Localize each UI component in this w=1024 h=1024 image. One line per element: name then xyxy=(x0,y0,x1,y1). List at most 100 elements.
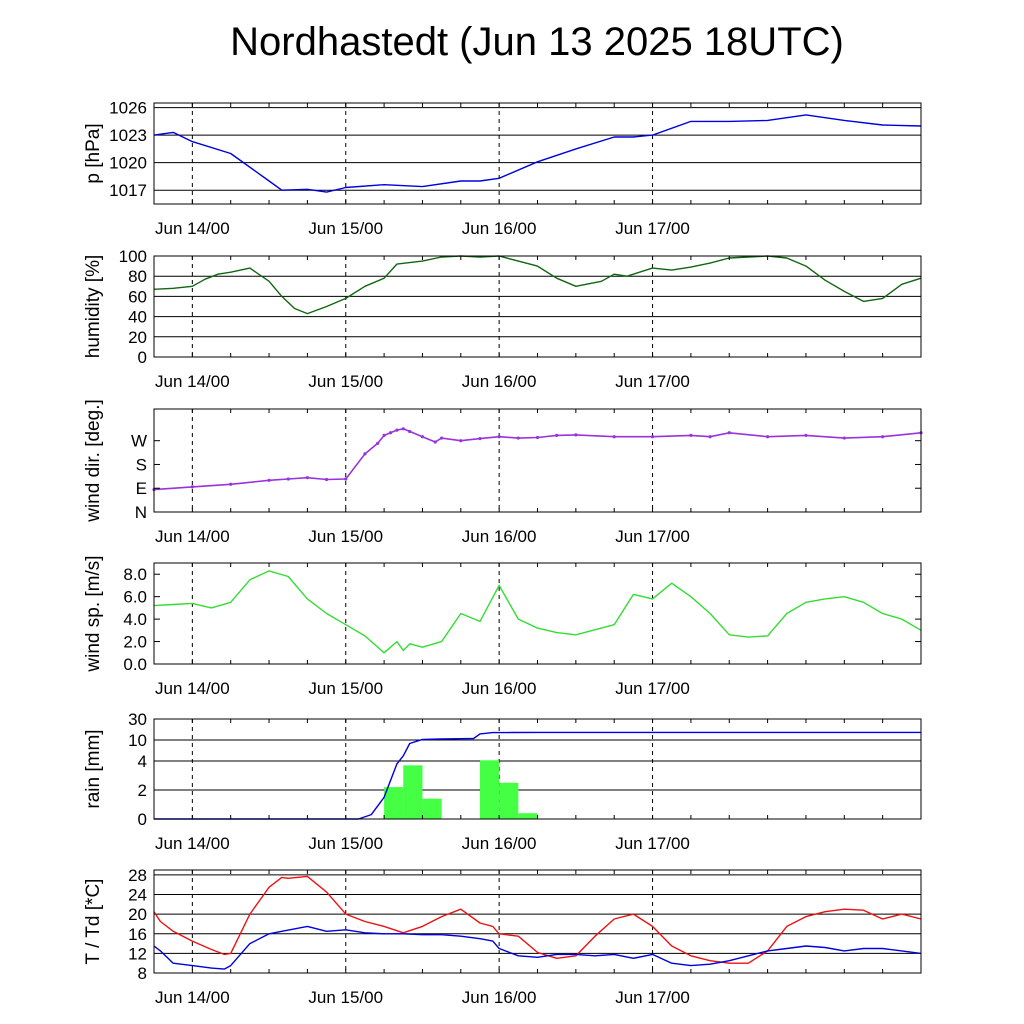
panel-background-rain xyxy=(154,719,921,819)
rain-bar xyxy=(499,782,519,819)
xtick-label-wind_direction: Jun 15/00 xyxy=(308,527,383,546)
panel-background-wind_speed xyxy=(154,563,921,664)
data-point-wind_direction xyxy=(408,429,412,434)
ytick-label-wind_direction: W xyxy=(131,432,147,451)
ytick-label-rain: 0 xyxy=(138,810,147,829)
xtick-label-temperature: Jun 14/00 xyxy=(155,988,230,1007)
data-point-wind_direction xyxy=(574,433,578,437)
ytick-label-temperature: 12 xyxy=(128,944,147,963)
ytick-label-rain: 10 xyxy=(128,731,147,750)
ylabel-temperature: T / Td [*C] xyxy=(83,879,104,965)
xtick-label-temperature: Jun 16/00 xyxy=(462,988,537,1007)
ylabel-wind_direction: wind dir. [deg.] xyxy=(83,399,104,523)
data-point-wind_direction xyxy=(766,435,770,439)
ytick-label-wind_speed: 8.0 xyxy=(123,565,147,584)
xtick-label-wind_direction: Jun 16/00 xyxy=(462,527,537,546)
data-point-wind_direction xyxy=(395,428,399,432)
panel-frame-humidity xyxy=(153,255,922,358)
data-point-wind_direction xyxy=(286,477,290,481)
xtick-label-humidity: Jun 14/00 xyxy=(155,372,230,391)
xtick-label-humidity: Jun 16/00 xyxy=(462,372,537,391)
ytick-label-rain: 4 xyxy=(138,752,147,771)
ytick-label-humidity: 60 xyxy=(128,287,147,306)
ytick-label-wind_speed: 6.0 xyxy=(123,588,147,607)
xtick-label-rain: Jun 17/00 xyxy=(615,834,690,853)
ytick-label-pressure: 1023 xyxy=(109,126,147,145)
data-point-wind_direction xyxy=(650,435,655,439)
panel-frame-temperature xyxy=(153,869,922,974)
data-point-wind_direction xyxy=(689,433,693,438)
data-marks xyxy=(152,114,923,970)
xtick-label-pressure: Jun 16/00 xyxy=(462,219,537,238)
data-point-wind_direction xyxy=(388,431,393,435)
ytick-label-temperature: 16 xyxy=(128,925,147,944)
xtick-label-wind_speed: Jun 16/00 xyxy=(462,679,537,698)
rain-bar xyxy=(422,798,442,819)
ytick-label-humidity: 80 xyxy=(128,267,147,286)
data-point-wind_direction xyxy=(842,436,846,440)
data-point-wind_direction xyxy=(881,435,885,439)
data-point-wind_direction xyxy=(344,477,348,481)
data-point-wind_direction xyxy=(363,452,367,456)
xtick-label-humidity: Jun 15/00 xyxy=(308,372,383,391)
data-point-wind_direction xyxy=(420,435,425,439)
xtick-label-humidity: Jun 17/00 xyxy=(615,372,690,391)
ylabel-humidity: humidity [%] xyxy=(83,255,104,358)
ylabel-rain: rain [mm] xyxy=(83,729,104,808)
xtick-label-wind_direction: Jun 14/00 xyxy=(155,527,230,546)
ytick-label-rain: 30 xyxy=(128,710,147,729)
ytick-label-temperature: 20 xyxy=(128,905,147,924)
data-point-wind_direction xyxy=(555,433,559,438)
ytick-label-temperature: 28 xyxy=(128,866,147,885)
chart-title: Nordhastedt (Jun 13 2025 18UTC) xyxy=(230,20,844,64)
data-point-wind_direction xyxy=(804,433,808,438)
ylabel-wind_speed: wind sp. [m/s] xyxy=(83,555,104,672)
data-point-wind_direction xyxy=(440,436,444,440)
rain-bar xyxy=(518,813,538,819)
panel-backgrounds xyxy=(154,103,921,973)
panel-background-temperature xyxy=(154,870,921,973)
series-temperature-0 xyxy=(153,875,922,964)
xtick-label-temperature: Jun 17/00 xyxy=(615,988,690,1007)
rain-bar xyxy=(384,787,404,819)
xtick-label-wind_speed: Jun 15/00 xyxy=(308,679,383,698)
xtick-label-pressure: Jun 14/00 xyxy=(155,219,230,238)
ylabel-pressure: p [hPa] xyxy=(83,123,104,183)
ytick-label-rain: 2 xyxy=(138,781,147,800)
data-point-wind_direction xyxy=(324,477,329,482)
grid-lines xyxy=(154,107,921,954)
ytick-label-wind_direction: S xyxy=(136,455,147,474)
xtick-label-wind_direction: Jun 17/00 xyxy=(615,527,690,546)
ytick-label-humidity: 20 xyxy=(128,328,147,347)
data-point-wind_direction xyxy=(516,436,520,440)
data-point-wind_direction xyxy=(267,478,271,482)
ytick-label-pressure: 1017 xyxy=(109,181,147,200)
xtick-label-wind_speed: Jun 17/00 xyxy=(615,679,690,698)
panel-frames xyxy=(153,102,922,974)
rain-bar xyxy=(479,760,500,819)
ytick-label-wind_speed: 2.0 xyxy=(123,633,147,652)
xtick-label-rain: Jun 15/00 xyxy=(308,834,383,853)
data-point-wind_direction xyxy=(612,435,616,439)
data-point-wind_direction xyxy=(535,435,540,440)
series-temperature-1 xyxy=(153,925,922,970)
data-point-wind_direction xyxy=(727,431,731,435)
day-separator-lines xyxy=(191,103,654,973)
xtick-label-pressure: Jun 15/00 xyxy=(308,219,383,238)
data-point-wind_direction xyxy=(376,441,380,445)
series-humidity-0 xyxy=(153,255,922,315)
ytick-label-humidity: 100 xyxy=(119,247,147,266)
xtick-label-wind_speed: Jun 14/00 xyxy=(155,679,230,698)
ytick-label-wind_speed: 0.0 xyxy=(123,655,147,674)
panel-frame-rain xyxy=(153,718,922,820)
panel-frame-wind_speed xyxy=(153,562,922,665)
ytick-label-temperature: 24 xyxy=(128,886,147,905)
ytick-label-humidity: 40 xyxy=(128,308,147,327)
series-wind_speed-0 xyxy=(153,570,922,654)
panel-background-wind_direction xyxy=(154,409,921,512)
panel-frame-pressure xyxy=(153,102,922,205)
ytick-label-wind_speed: 4.0 xyxy=(123,610,147,629)
panel-background-humidity xyxy=(154,256,921,357)
